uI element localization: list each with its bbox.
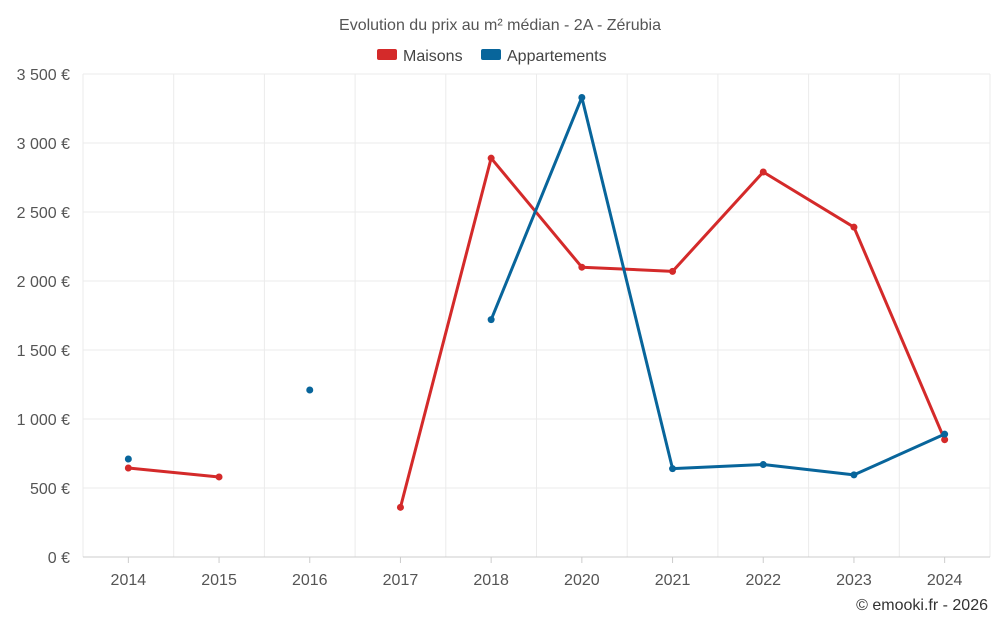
- y-axis-ticks: 0 € 500 € 1 000 € 1 500 € 2 000 € 2 500 € 3 00…: [17, 67, 70, 567]
- data-point-maisons[interactable]: [669, 267, 677, 275]
- data-point-maisons[interactable]: [941, 436, 949, 444]
- x-tick-label: 2022: [745, 572, 781, 589]
- legend: Maisons Appartements: [377, 48, 607, 65]
- data-point-appartements[interactable]: [306, 386, 314, 394]
- legend-label-maisons: Maisons: [403, 48, 463, 65]
- y-tick-label: 3 000 €: [17, 136, 70, 153]
- data-point-maisons[interactable]: [487, 154, 495, 162]
- credit: © emooki.fr - 2026: [856, 597, 988, 614]
- y-tick-label: 500 €: [30, 481, 70, 498]
- legend-item-maisons[interactable]: Maisons: [377, 48, 463, 65]
- data-point-appartements[interactable]: [850, 471, 858, 479]
- series-layer: [124, 93, 949, 511]
- x-tick-label: 2021: [655, 572, 691, 589]
- legend-swatch-appartements: [481, 49, 501, 60]
- x-tick-label: 2016: [292, 572, 328, 589]
- series-line-maisons: [126, 466, 221, 479]
- y-tick-label: 1 500 €: [17, 343, 70, 360]
- y-tick-label: 3 500 €: [17, 67, 70, 84]
- chart-title: Evolution du prix au m² médian - 2A - Zé…: [339, 17, 661, 34]
- data-point-appartements[interactable]: [487, 316, 495, 324]
- y-tick-label: 0 €: [48, 550, 70, 567]
- series-line-appartements: [489, 95, 947, 477]
- x-tick-label: 2024: [927, 572, 963, 589]
- data-point-appartements[interactable]: [124, 455, 132, 463]
- data-point-appartements[interactable]: [669, 465, 677, 473]
- data-point-appartements[interactable]: [759, 461, 767, 469]
- grid: [82, 73, 991, 558]
- x-axis-ticks: 2014 2015 2016 2017 2018 2020 2021 2022 2023 2024: [111, 557, 963, 589]
- y-tick-label: 1 000 €: [17, 412, 70, 429]
- x-tick-label: 2023: [836, 572, 872, 589]
- data-point-appartements[interactable]: [578, 93, 586, 101]
- data-point-maisons[interactable]: [124, 464, 132, 472]
- y-tick-label: 2 500 €: [17, 205, 70, 222]
- x-tick-label: 2015: [201, 572, 237, 589]
- legend-label-appartements: Appartements: [507, 48, 607, 65]
- legend-swatch-maisons: [377, 49, 397, 60]
- x-tick-label: 2014: [111, 572, 147, 589]
- y-tick-label: 2 000 €: [17, 274, 70, 291]
- data-point-maisons[interactable]: [759, 168, 767, 176]
- data-point-maisons[interactable]: [850, 223, 858, 231]
- data-point-maisons[interactable]: [396, 503, 404, 511]
- series-line-maisons: [398, 156, 947, 509]
- data-point-maisons[interactable]: [578, 263, 586, 271]
- data-point-appartements[interactable]: [941, 430, 949, 438]
- x-tick-label: 2020: [564, 572, 600, 589]
- x-tick-label: 2018: [473, 572, 509, 589]
- legend-item-appartements[interactable]: Appartements: [481, 48, 607, 65]
- data-point-maisons[interactable]: [215, 473, 223, 481]
- x-tick-label: 2017: [383, 572, 419, 589]
